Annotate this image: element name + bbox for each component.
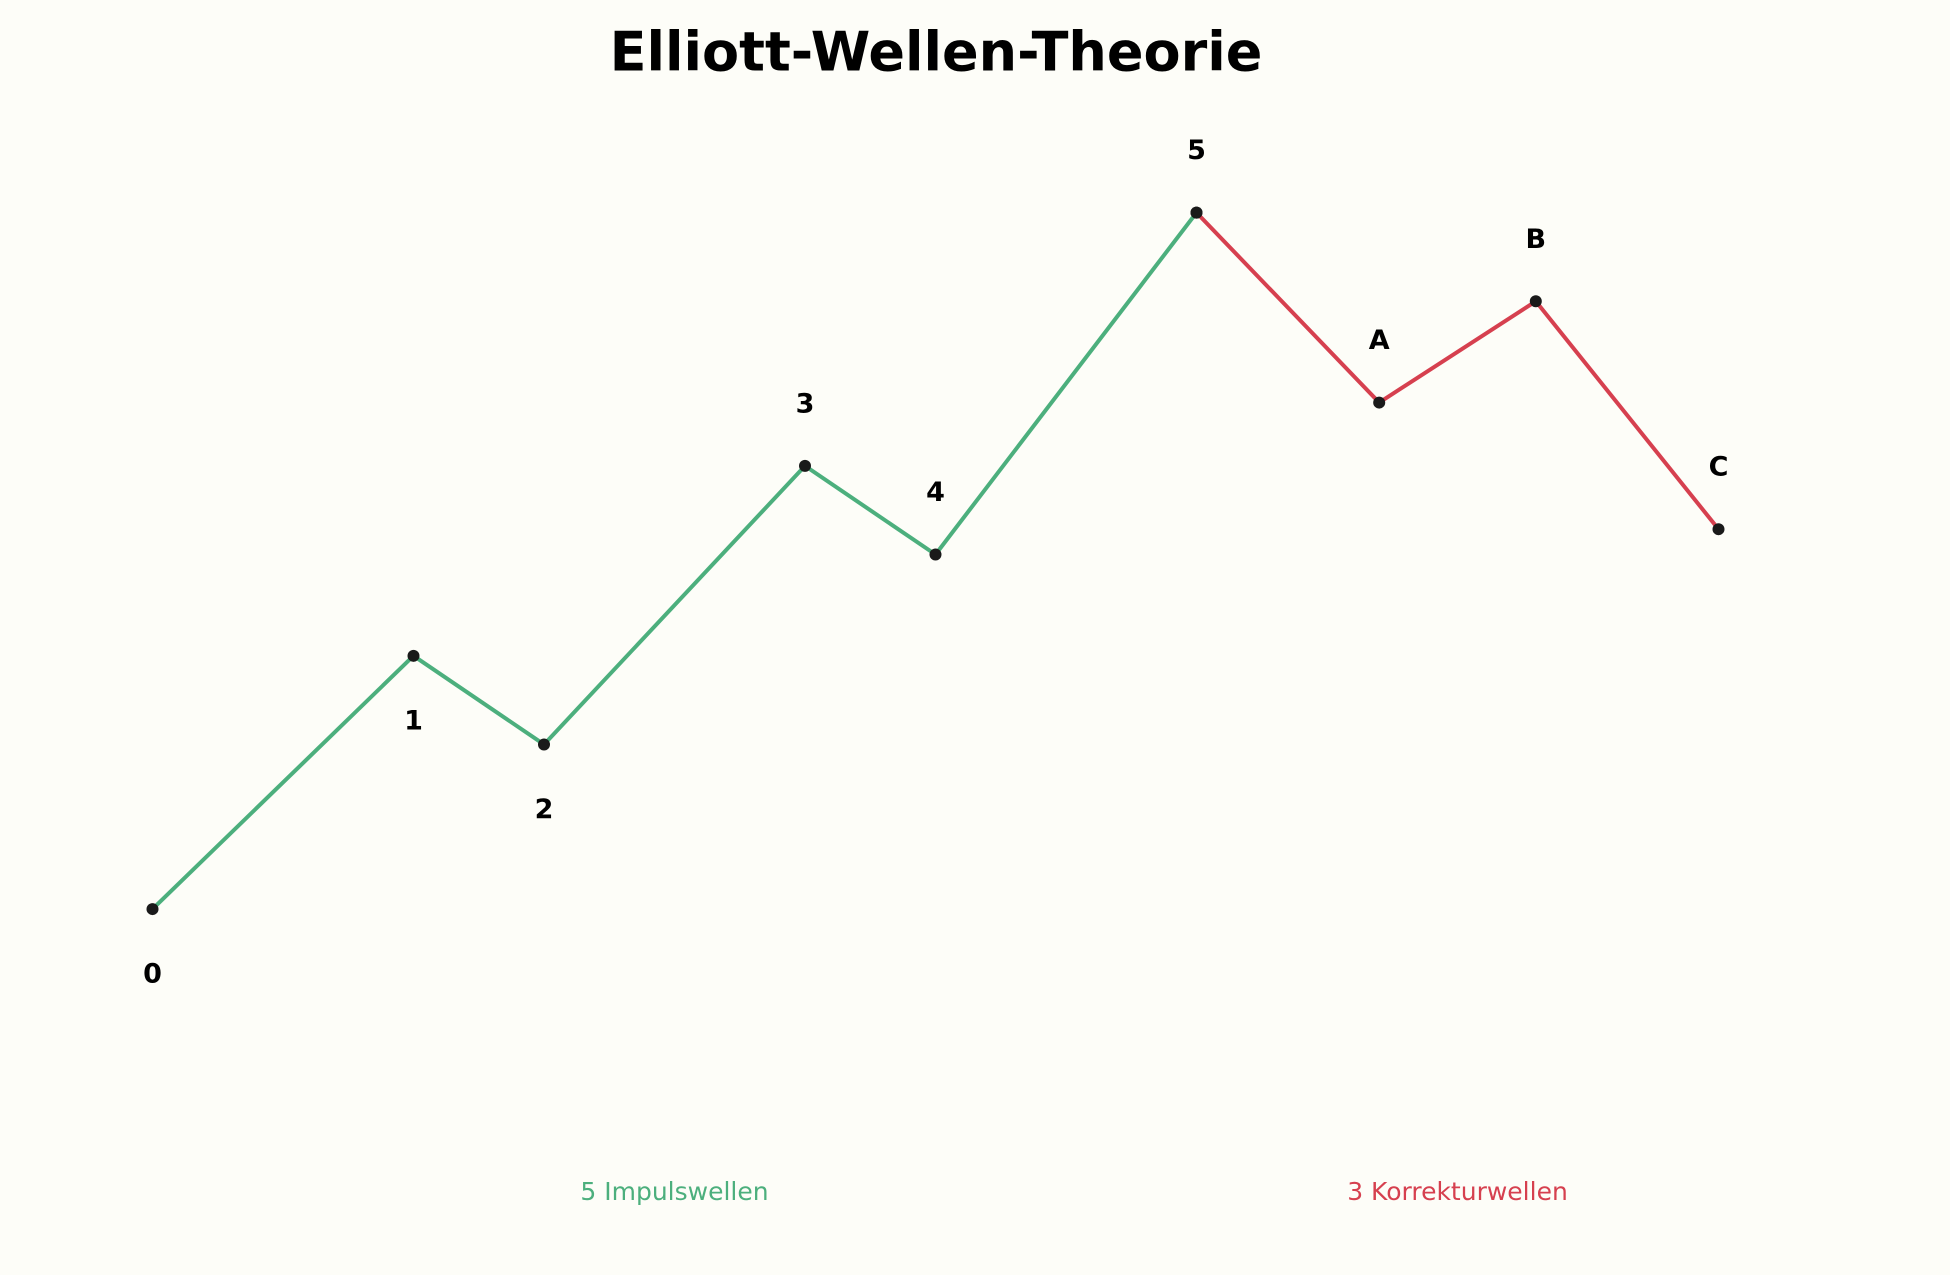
wave-point <box>146 903 159 916</box>
wave-point <box>1373 396 1386 409</box>
point-label: 3 <box>796 388 815 419</box>
wave-point <box>1190 206 1203 219</box>
point-label: B <box>1526 224 1547 255</box>
legend-label: 3 Korrekturwellen <box>1347 1177 1568 1206</box>
wave-line <box>151 211 1199 911</box>
point-label: 0 <box>143 959 162 990</box>
wave-point <box>1529 295 1542 308</box>
wave-point <box>407 649 420 662</box>
wave-point <box>799 459 811 472</box>
point-label: 1 <box>404 705 423 736</box>
wave-point <box>538 738 550 751</box>
wave-point <box>1712 523 1725 536</box>
wave-line <box>1195 211 1721 531</box>
point-label: 5 <box>1187 135 1206 166</box>
chart-title: Elliott-Wellen-Theorie <box>610 21 1263 84</box>
wave-point <box>929 548 942 561</box>
point-label: 2 <box>535 794 554 825</box>
point-label: C <box>1709 452 1729 483</box>
point-label: 4 <box>926 477 945 508</box>
legend-label: 5 Impulswellen <box>580 1177 768 1206</box>
point-label: A <box>1369 325 1390 356</box>
